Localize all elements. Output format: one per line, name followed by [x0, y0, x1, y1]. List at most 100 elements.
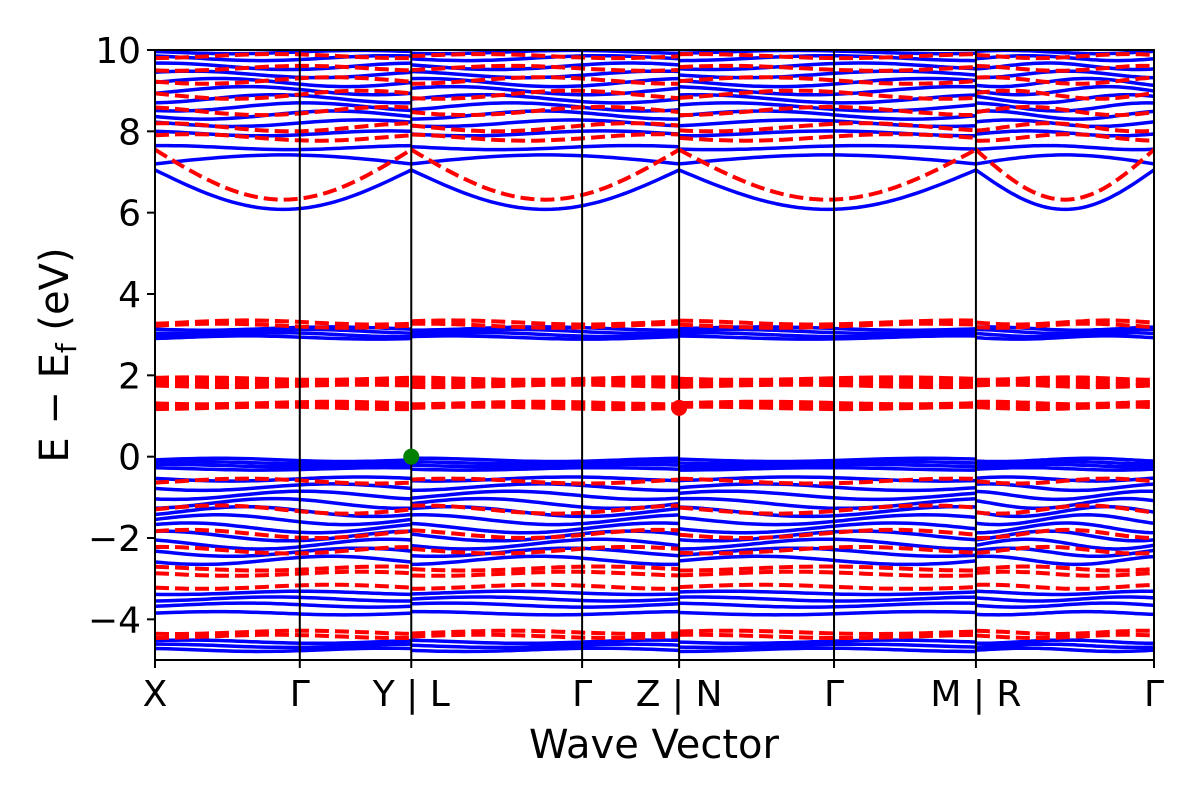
band-line-spin-up — [155, 465, 412, 472]
band-line-spin-up — [155, 334, 412, 341]
band-line-spin-down — [411, 63, 680, 73]
band-line-spin-up — [678, 521, 977, 535]
band-line-spin-up — [411, 475, 680, 483]
cbm-marker — [671, 399, 688, 416]
band-line-spin-down — [411, 582, 680, 591]
band-line-spin-down — [975, 404, 1154, 412]
band-line-spin-down — [975, 104, 1154, 118]
band-line-spin-up — [155, 84, 412, 97]
band-line-spin-up — [975, 609, 1154, 617]
x-tick-label: Γ — [1144, 674, 1164, 715]
band-line-spin-up — [679, 609, 976, 617]
band-line-spin-up — [679, 589, 976, 597]
band-line-spin-down — [678, 527, 977, 540]
band-line-spin-up — [975, 537, 1154, 551]
band-line-spin-down — [679, 476, 976, 486]
band-line-spin-up — [155, 168, 413, 212]
band-line-spin-down — [155, 476, 412, 486]
x-tick-label: Y | L — [372, 674, 450, 715]
band-line-spin-down — [411, 628, 680, 636]
band-line-spin-down — [411, 132, 680, 143]
band-line-spin-up — [155, 489, 412, 502]
band-line-spin-up — [155, 459, 412, 466]
band-line-spin-up — [975, 153, 1154, 166]
band-line-spin-down — [975, 382, 1154, 390]
band-line-spin-up — [679, 642, 976, 650]
band-line-spin-up — [411, 638, 680, 646]
band-line-spin-up — [411, 595, 680, 603]
band-line-spin-down — [155, 75, 412, 86]
band-line-spin-up — [155, 153, 412, 166]
band-line-spin-down — [975, 88, 1154, 101]
band-line-spin-up — [678, 168, 977, 212]
band-line-spin-up — [679, 330, 976, 339]
y-tick-label: 10 — [95, 31, 141, 72]
band-line-spin-down — [975, 503, 1154, 516]
x-tick-label: M | R — [930, 674, 1021, 715]
y-tick-label: 4 — [118, 275, 141, 316]
band-line-spin-down — [410, 147, 681, 202]
band-line-spin-down — [679, 632, 976, 640]
band-line-spin-down — [679, 104, 976, 118]
band-line-spin-down — [155, 121, 412, 134]
band-line-spin-up — [679, 537, 976, 551]
band-line-spin-up — [411, 462, 680, 469]
band-line-spin-up — [155, 521, 412, 535]
band-line-spin-down — [975, 632, 1154, 640]
band-line-spin-up — [975, 595, 1154, 603]
band-line-spin-up — [975, 489, 1154, 502]
band-line-spin-up — [411, 456, 680, 464]
y-tick-label: 6 — [118, 194, 141, 235]
y-tick-label: −4 — [88, 600, 141, 641]
band-line-spin-up — [411, 334, 680, 341]
band-line-spin-up — [155, 554, 412, 567]
band-line-spin-down — [155, 564, 412, 573]
band-line-spin-up — [975, 521, 1154, 535]
band-line-spin-down — [155, 318, 412, 327]
band-line-spin-down — [975, 52, 1154, 61]
band-line-spin-down — [974, 148, 1154, 202]
band-line-spin-up — [678, 554, 977, 567]
band-line-spin-down — [411, 476, 680, 486]
band-line-spin-down — [975, 476, 1154, 486]
band-line-spin-up — [411, 646, 680, 654]
band-line-spin-up — [411, 153, 680, 166]
band-line-spin-down — [411, 632, 680, 640]
band-line-spin-up — [411, 143, 680, 152]
band-line-spin-up — [679, 462, 976, 469]
band-line-spin-up — [975, 642, 1154, 650]
band-line-spin-down — [411, 75, 680, 86]
band-line-spin-down — [975, 564, 1154, 573]
band-line-spin-down — [975, 63, 1154, 73]
band-line-spin-down — [411, 52, 680, 61]
band-line-spin-up — [411, 465, 680, 472]
y-tick-label: 0 — [118, 438, 141, 479]
band-line-spin-up — [679, 456, 976, 464]
band-line-spin-down — [411, 104, 680, 118]
plot-frame — [154, 49, 1155, 661]
band-line-spin-down — [975, 544, 1154, 556]
band-line-spin-down — [411, 88, 680, 101]
band-line-spin-up — [679, 595, 976, 603]
band-line-spin-up — [411, 521, 680, 535]
band-line-spin-down — [975, 75, 1154, 86]
band-line-spin-down — [678, 503, 977, 516]
band-line-spin-up — [155, 601, 412, 609]
band-line-spin-up — [679, 334, 976, 341]
band-line-spin-up — [155, 143, 412, 152]
band-line-spin-up — [411, 459, 680, 466]
band-line-spin-up — [411, 482, 680, 493]
band-line-spin-up — [155, 595, 412, 603]
band-line-spin-down — [975, 321, 1154, 330]
band-line-spin-down — [155, 544, 412, 556]
band-line-spin-up — [411, 101, 680, 113]
band-line-spin-down — [678, 75, 977, 86]
band-line-spin-down — [155, 321, 412, 330]
band-line-spin-down — [411, 321, 680, 330]
y-tick-label: 8 — [118, 112, 141, 153]
band-line-spin-up — [411, 589, 680, 597]
band-line-spin-down — [411, 503, 680, 516]
band-line-spin-up — [678, 513, 977, 527]
band-line-spin-down — [411, 569, 680, 578]
